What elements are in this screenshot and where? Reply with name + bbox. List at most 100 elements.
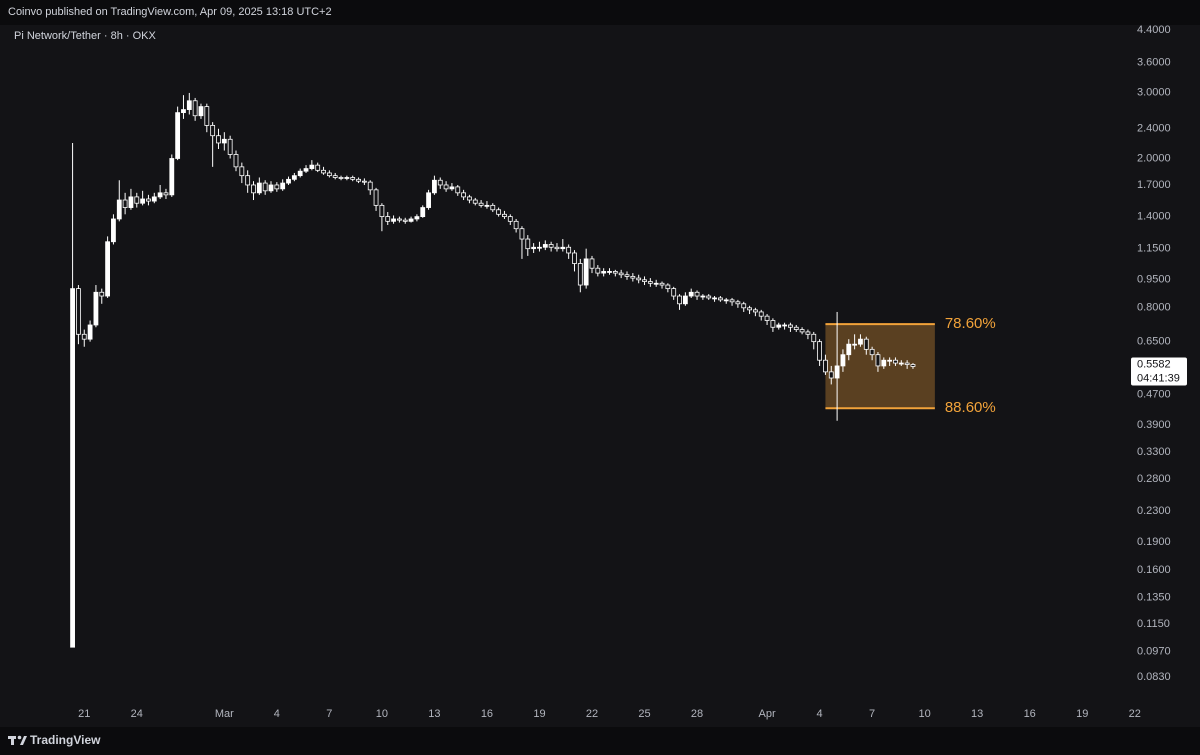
- candle-body: [140, 198, 146, 204]
- y-tick-label: 0.8000: [1137, 302, 1171, 314]
- candle-body: [426, 192, 431, 208]
- candle-body: [525, 238, 531, 250]
- candle-body: [70, 288, 75, 648]
- candle-body: [601, 271, 607, 274]
- candle-body: [817, 341, 822, 361]
- candle-body: [910, 364, 916, 367]
- y-tick-label: 0.1600: [1137, 564, 1171, 576]
- candle-body: [887, 359, 893, 362]
- fib-level-label: 88.60%: [945, 399, 996, 416]
- candle-body: [379, 204, 385, 218]
- candle-body: [297, 170, 303, 177]
- candle-body: [607, 271, 612, 273]
- x-tick-label: 16: [481, 708, 493, 720]
- candle-body: [391, 218, 396, 222]
- candle-body: [828, 371, 834, 379]
- x-tick-label: 16: [1024, 708, 1036, 720]
- bar-countdown: 04:41:39: [1137, 372, 1180, 384]
- candle-body: [455, 186, 461, 194]
- candle-body: [671, 288, 677, 297]
- x-tick-label: Apr: [759, 708, 776, 720]
- candle-body: [583, 258, 589, 286]
- candle-body: [134, 196, 140, 204]
- candle-body: [338, 177, 344, 179]
- candle-body: [76, 288, 81, 335]
- candle-body: [677, 295, 682, 305]
- candle-body: [227, 138, 233, 155]
- candle-body: [747, 307, 752, 311]
- x-tick-label: 22: [586, 708, 598, 720]
- x-tick-label: 13: [971, 708, 983, 720]
- candle-body: [291, 175, 297, 180]
- candle-body: [449, 186, 455, 190]
- candle-body: [111, 218, 116, 243]
- candle-body: [758, 311, 764, 317]
- y-tick-label: 1.1500: [1137, 243, 1171, 255]
- last-price-box: [1131, 357, 1187, 386]
- candle-body: [490, 204, 496, 211]
- candle-body: [753, 309, 758, 313]
- candle-body: [519, 228, 525, 240]
- candle-body: [776, 324, 782, 328]
- candle-body: [268, 184, 274, 192]
- y-tick-label: 4.4000: [1137, 24, 1171, 36]
- candle-body: [846, 343, 852, 356]
- candle-body: [548, 244, 554, 248]
- candle-body: [408, 218, 414, 222]
- candle-body: [478, 202, 484, 206]
- candle-body: [537, 246, 542, 249]
- x-tick-label: 10: [376, 708, 388, 720]
- candle-body: [326, 172, 332, 177]
- candle-body: [723, 299, 729, 302]
- candle-body: [245, 175, 251, 186]
- candle-body: [122, 199, 128, 208]
- candle-body: [105, 241, 111, 297]
- candle-body: [642, 279, 647, 282]
- x-tick-label: 24: [131, 708, 143, 720]
- candle-body: [99, 291, 105, 297]
- candle-body: [840, 354, 846, 367]
- candle-body: [233, 154, 239, 168]
- candle-body: [128, 196, 134, 208]
- candle-body: [350, 177, 356, 180]
- candle-body: [875, 354, 881, 367]
- candle-body: [210, 125, 216, 137]
- candle-body: [332, 175, 338, 178]
- candle-body: [700, 295, 706, 298]
- candle-body: [577, 263, 583, 286]
- candle-body: [496, 209, 502, 215]
- candle-body: [688, 291, 694, 297]
- candle-body: [221, 138, 227, 144]
- x-tick-label: 7: [326, 708, 332, 720]
- candle-body: [542, 244, 548, 248]
- candle-body: [636, 277, 642, 281]
- y-tick-label: 2.0000: [1137, 152, 1171, 164]
- candle-body: [823, 359, 828, 373]
- candle-body: [834, 365, 840, 379]
- y-tick-label: 1.7000: [1137, 179, 1171, 191]
- x-tick-label: 4: [817, 708, 823, 720]
- candle-body: [157, 192, 163, 198]
- candle-body: [361, 180, 367, 183]
- y-tick-label: 0.1900: [1137, 536, 1171, 548]
- candle-body: [805, 331, 811, 335]
- header-text: Coinvo published on TradingView.com, Apr…: [8, 6, 332, 18]
- candle-body: [904, 362, 910, 365]
- candle-body: [93, 291, 99, 326]
- candle-body: [81, 333, 87, 340]
- candle-body: [893, 359, 898, 364]
- y-tick-label: 0.2800: [1137, 473, 1171, 485]
- x-tick-label: 7: [869, 708, 875, 720]
- candle-body: [437, 179, 443, 186]
- candle-body: [163, 192, 169, 196]
- candle-body: [286, 178, 291, 184]
- candle-body: [869, 348, 875, 356]
- candle-body: [385, 216, 391, 222]
- y-tick-label: 1.4000: [1137, 211, 1171, 223]
- candle-body: [618, 272, 624, 276]
- candle-body: [262, 182, 268, 192]
- y-tick-label: 0.0970: [1137, 646, 1171, 658]
- candle-body: [770, 320, 776, 328]
- y-tick-label: 2.4000: [1137, 123, 1171, 135]
- candle-body: [531, 246, 537, 250]
